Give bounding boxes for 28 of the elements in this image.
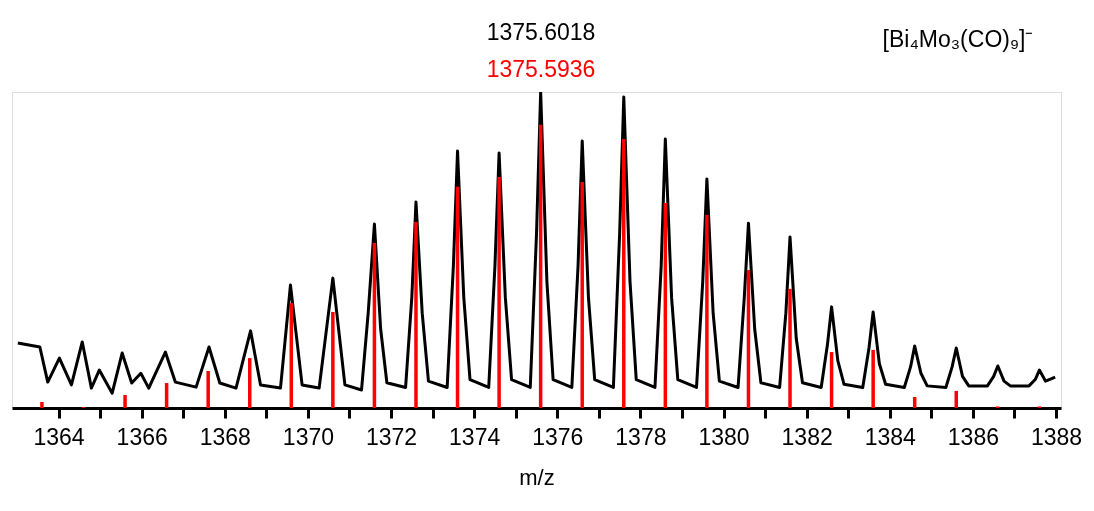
bar [622, 139, 626, 408]
text: [Bi₄Mo₃(CO)₉]⁻ [882, 26, 1034, 52]
x-tick-label: 1364 [33, 423, 85, 450]
bar [123, 395, 127, 408]
x-axis-title: m/z [519, 464, 555, 490]
bar [414, 221, 418, 408]
x-tick-label: 1374 [449, 423, 501, 450]
x-tick-label: 1366 [116, 423, 168, 450]
bar [871, 349, 875, 408]
x-tick-label: 1378 [615, 423, 667, 450]
bar [788, 288, 792, 408]
bar [580, 182, 584, 408]
x-tick-label: 1382 [781, 423, 833, 450]
x-tick-label: 1376 [532, 423, 584, 450]
bar [705, 214, 709, 408]
bar [331, 311, 335, 408]
x-tick-label: 1388 [1030, 423, 1083, 450]
bar [497, 177, 501, 408]
bar [206, 371, 210, 408]
text: 1375.5936 [486, 56, 596, 82]
x-tick-label: 1386 [947, 423, 999, 450]
x-tick-label: 1368 [199, 423, 251, 450]
x-tick-label: 1380 [698, 423, 750, 450]
text: 1375.6018 [486, 19, 596, 45]
x-tick-label: 1384 [864, 423, 917, 450]
x-tick-label: 1370 [282, 423, 335, 450]
x-tick-label: 1372 [365, 423, 418, 450]
bar [40, 402, 44, 408]
